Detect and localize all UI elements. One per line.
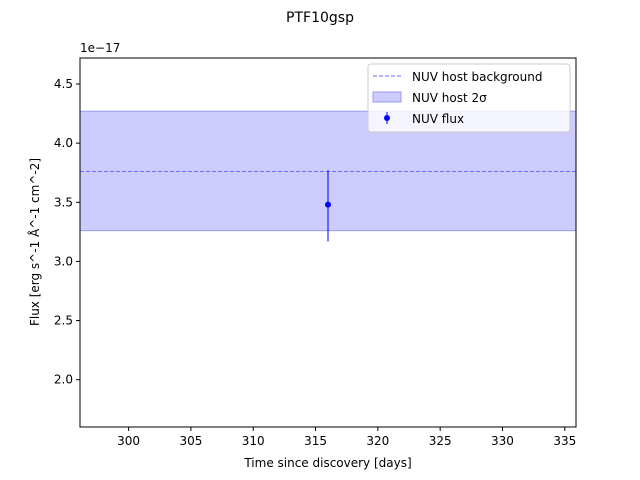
y-tick-label: 2.5: [54, 314, 73, 328]
plot-frame: [79, 57, 577, 428]
x-tick-label: 320: [366, 434, 389, 448]
legend-box: [367, 63, 571, 133]
legend-label-band: NUV host 2σ: [412, 91, 487, 105]
y-tick-label: 3.0: [54, 254, 73, 268]
x-tick-label: 300: [117, 434, 140, 448]
y-tick-label: 4.0: [54, 136, 73, 150]
legend-label-flux: NUV flux: [412, 112, 464, 126]
legend: NUV host background NUV host 2σ NUV flux: [367, 63, 571, 133]
chart-title: PTF10gsp: [286, 10, 354, 26]
x-tick-label: 305: [179, 434, 202, 448]
y-axis-label: Flux [erg s^-1 Å^-1 cm^-2]: [27, 158, 42, 326]
legend-swatch-flux-marker: [384, 115, 390, 121]
y-axis-ticks: 2.0 2.5 3.0 3.5 4.0 4.5: [54, 77, 80, 387]
point-layer: [325, 170, 331, 242]
x-tick-label: 330: [491, 434, 514, 448]
x-tick-label: 325: [429, 434, 452, 448]
flux-point: [325, 201, 331, 208]
y-offset-text: 1e−17: [80, 41, 120, 55]
x-axis-ticks: 300 305 310 315 320 325 330 335: [117, 427, 576, 448]
x-tick-label: 315: [304, 434, 327, 448]
x-axis-label: Time since discovery [days]: [243, 456, 411, 470]
legend-label-background: NUV host background: [412, 70, 542, 84]
x-tick-label: 335: [553, 434, 576, 448]
y-tick-label: 2.0: [54, 373, 73, 387]
y-tick-label: 4.5: [54, 77, 73, 91]
x-tick-label: 310: [242, 434, 265, 448]
legend-swatch-band: [372, 91, 402, 103]
y-tick-label: 3.5: [54, 195, 73, 209]
